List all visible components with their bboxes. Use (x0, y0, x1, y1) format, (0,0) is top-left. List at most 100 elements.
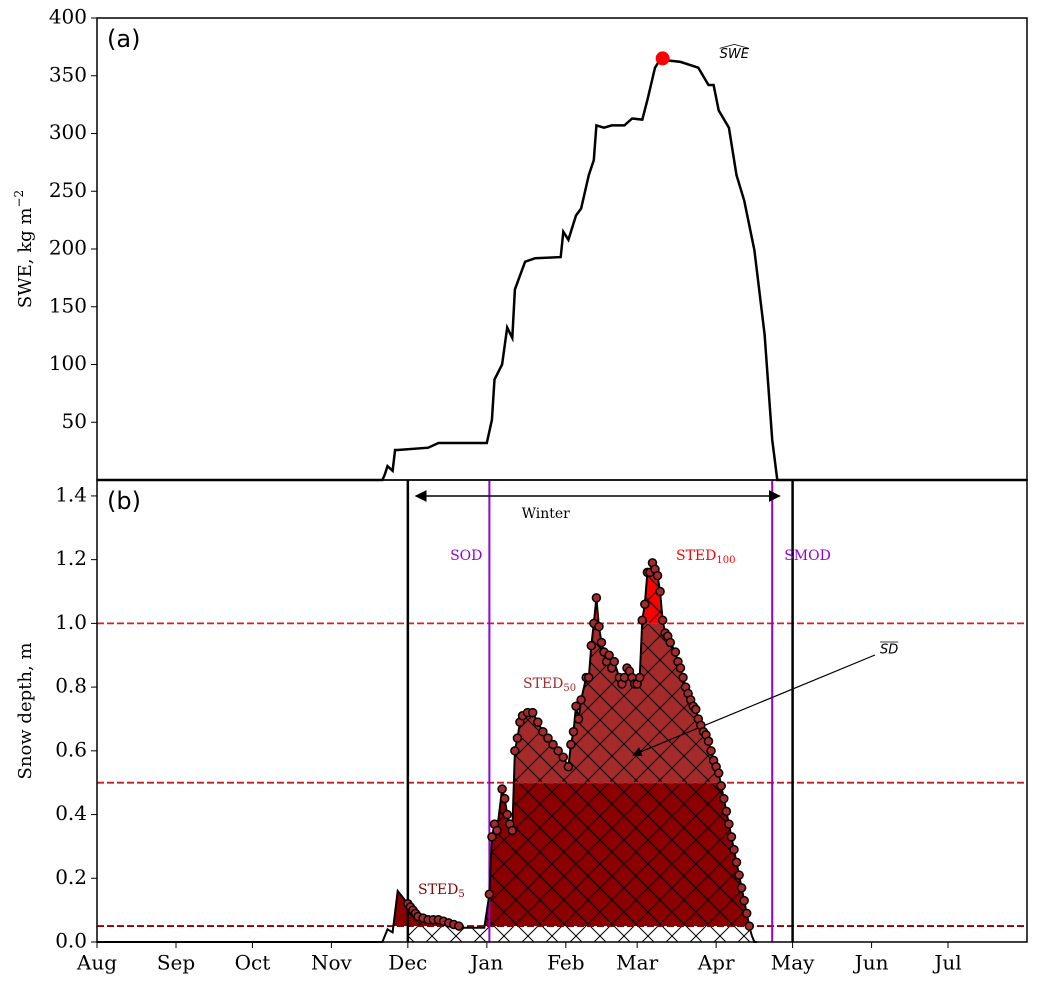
depth-point (724, 819, 734, 829)
depth-point (548, 739, 558, 750)
depth-point (586, 640, 597, 651)
plot-frame (96, 479, 1028, 943)
depth-point (512, 733, 523, 743)
threshold-label: STED100 (676, 548, 735, 566)
depth-point (675, 663, 686, 673)
depth-point (484, 889, 495, 899)
depth-point (566, 739, 576, 750)
depth-point (731, 857, 742, 868)
y-tick-label: 200 (49, 236, 87, 260)
depth-point (533, 717, 543, 727)
y-axis-label-sup: −2 (12, 190, 26, 208)
depth-point (576, 695, 586, 705)
y-tick-label: 50 (62, 409, 87, 433)
y-tick-label: 350 (49, 62, 87, 86)
depth-point (454, 921, 464, 931)
depth-point (634, 672, 645, 683)
depth-point (492, 825, 502, 836)
depth-point (573, 714, 584, 724)
depth-point (543, 733, 553, 743)
depth-point (713, 768, 724, 778)
depth-point (502, 809, 512, 820)
depth-point (716, 781, 726, 791)
depth-point (487, 832, 497, 842)
x-tick-label: Sep (157, 951, 195, 975)
mean-label: SD (880, 643, 898, 658)
y-tick-label: 250 (49, 178, 87, 202)
depth-point (703, 736, 714, 747)
threshold-label: STED50 (523, 676, 576, 694)
threshold-label-text: STED (418, 882, 458, 898)
x-tick-label: Oct (235, 951, 271, 975)
swe-hat (719, 44, 750, 49)
x-tick-label: May (771, 951, 815, 975)
x-tick-label: Jul (932, 951, 961, 975)
depth-point (584, 672, 594, 683)
x-tick-label: Dec (388, 951, 427, 975)
panel-label: (a) (107, 25, 140, 53)
swe-max-label: SWE (720, 47, 750, 62)
x-tick-label: Jun (853, 951, 889, 975)
depth-point (609, 656, 619, 667)
depth-point (734, 870, 744, 880)
y-tick-label: 0.0 (55, 929, 87, 953)
threshold-label-text: STED (523, 676, 563, 692)
depth-point (637, 615, 648, 625)
depth-point (652, 570, 663, 581)
smod-label: SMOD (784, 548, 831, 564)
depth-point (499, 793, 510, 804)
depth-point (741, 908, 752, 919)
y-tick-label: 100 (49, 351, 87, 375)
depth-point (665, 637, 676, 648)
y-tick-label: 1.4 (55, 482, 87, 506)
threshold-band (97, 562, 1027, 624)
depth-point (739, 895, 749, 906)
depth-point (640, 599, 650, 610)
mean-arrow (632, 654, 876, 757)
y-axis-label-text: SWE, kg m (15, 208, 36, 309)
threshold-label: STED5 (418, 882, 465, 900)
y-tick-label: 1.2 (55, 546, 87, 570)
depth-point (568, 726, 579, 737)
depth-point (591, 593, 602, 603)
winter-label: Winter (522, 506, 571, 522)
depth-point (596, 637, 607, 648)
depth-point (507, 825, 518, 836)
depth-point (655, 586, 665, 597)
depth-point (726, 832, 737, 842)
x-tick-label: Nov (311, 951, 353, 975)
depth-point (558, 752, 569, 762)
x-tick-label: Mar (616, 951, 658, 975)
depth-point (670, 647, 681, 657)
depth-point (553, 746, 563, 756)
x-tick-label: Apr (697, 951, 735, 975)
swe-max-point (655, 51, 670, 66)
depth-point (571, 701, 581, 711)
swe-line (97, 58, 1027, 482)
depth-point (538, 726, 548, 737)
y-tick-label: 0.8 (55, 674, 87, 698)
y-tick-label: 1.0 (55, 610, 87, 634)
threshold-label-sub: 50 (563, 683, 576, 694)
threshold-label-sub: 100 (716, 555, 735, 566)
depth-point (594, 621, 604, 632)
depth-point (527, 707, 538, 718)
y-tick-label: 0.2 (55, 865, 87, 889)
depth-point (691, 704, 701, 715)
depth-point (657, 615, 668, 625)
y-axis-label: SWE, kg m−2 (12, 190, 37, 308)
sod-label: SOD (450, 548, 482, 564)
depth-point (719, 793, 729, 804)
depth-point (736, 883, 747, 893)
panel-label: (b) (107, 487, 141, 515)
depth-point (744, 921, 755, 931)
y-tick-label: 0.6 (55, 737, 87, 761)
depth-point (510, 746, 520, 756)
y-tick-label: 400 (49, 5, 87, 29)
y-tick-label: 150 (49, 293, 87, 317)
depth-point (563, 762, 574, 772)
depth-point (497, 784, 507, 794)
threshold-label-sub: 5 (458, 889, 464, 900)
x-tick-label: Aug (76, 951, 117, 975)
x-tick-label: Feb (547, 951, 584, 975)
